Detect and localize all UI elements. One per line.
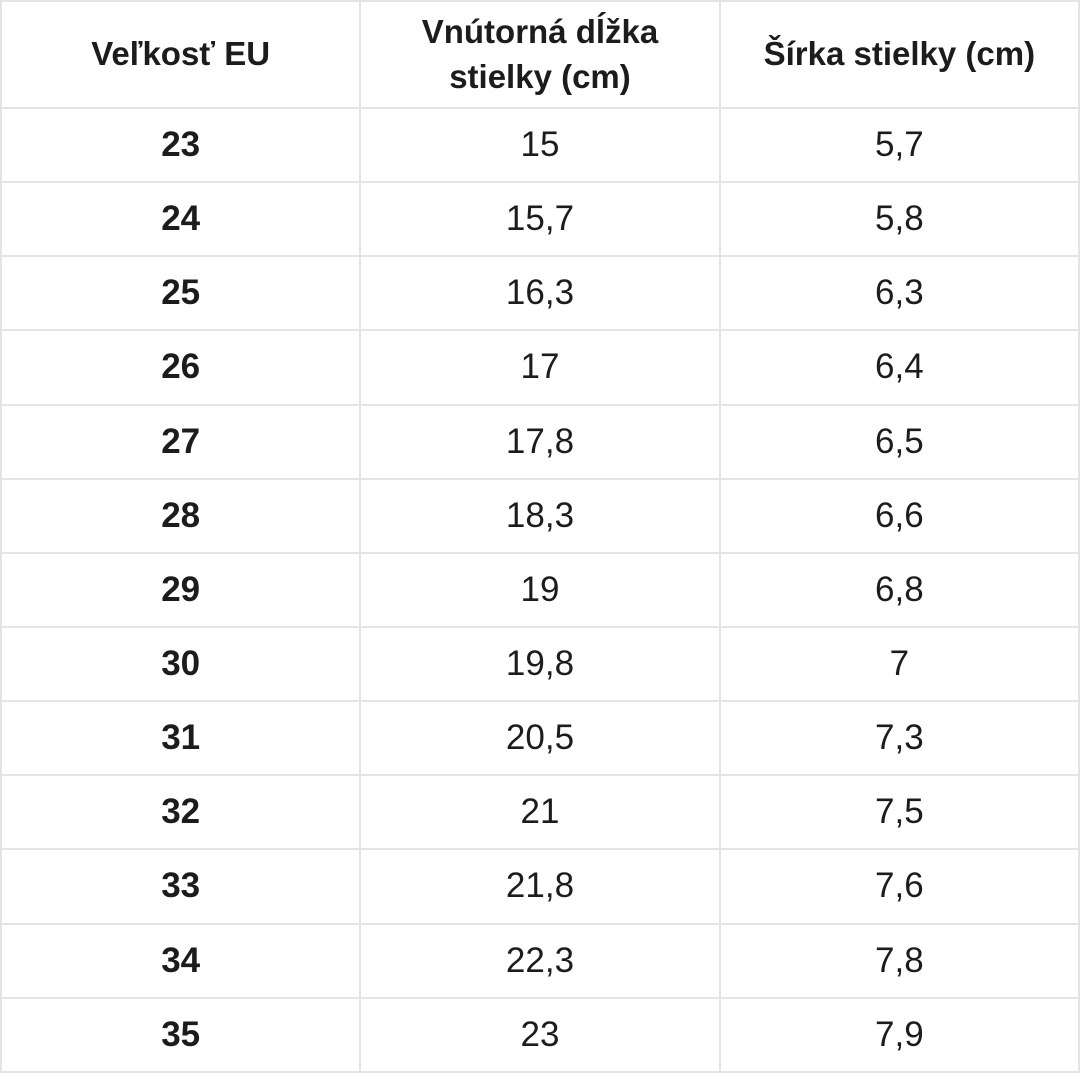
table-row: 33 21,8 7,6 — [0, 848, 1080, 925]
cell-insole-width: 7,6 — [718, 848, 1080, 925]
cell-inner-length: 18,3 — [359, 477, 721, 554]
table-row: 34 22,3 7,8 — [0, 922, 1080, 999]
cell-size-eu: 27 — [0, 403, 362, 480]
cell-inner-length: 17 — [359, 329, 721, 406]
table-row: 25 16,3 6,3 — [0, 255, 1080, 332]
cell-inner-length: 15 — [359, 106, 721, 184]
table-header: Veľkosť EU Vnútorná dĺžka stielky (cm) Š… — [0, 0, 1080, 109]
cell-size-eu: 29 — [0, 551, 362, 628]
cell-size-eu: 23 — [0, 106, 362, 184]
table-row: 27 17,8 6,5 — [0, 403, 1080, 480]
cell-inner-length: 15,7 — [359, 181, 721, 258]
cell-inner-length: 20,5 — [359, 700, 721, 777]
table-body: 23 15 5,7 24 15,7 5,8 25 16,3 6,3 26 17 6,4 27 17,8 6,… — [0, 106, 1080, 1074]
table-row: 24 15,7 5,8 — [0, 181, 1080, 258]
cell-size-eu: 28 — [0, 477, 362, 554]
cell-insole-width: 7,3 — [718, 700, 1080, 777]
cell-size-eu: 32 — [0, 774, 362, 851]
table-row: 26 17 6,4 — [0, 329, 1080, 406]
cell-insole-width: 7 — [718, 625, 1080, 703]
cell-insole-width: 6,3 — [718, 255, 1080, 332]
cell-insole-width: 6,8 — [718, 551, 1080, 628]
table-row: 29 19 6,8 — [0, 551, 1080, 628]
header-row: Veľkosť EU Vnútorná dĺžka stielky (cm) Š… — [0, 0, 1080, 109]
cell-inner-length: 19 — [359, 551, 721, 628]
cell-size-eu: 30 — [0, 625, 362, 703]
cell-insole-width: 5,8 — [718, 181, 1080, 258]
cell-size-eu: 33 — [0, 848, 362, 925]
cell-size-eu: 26 — [0, 329, 362, 406]
cell-size-eu: 25 — [0, 255, 362, 332]
cell-inner-length: 23 — [359, 996, 721, 1074]
cell-inner-length: 17,8 — [359, 403, 721, 480]
table-row: 31 20,5 7,3 — [0, 700, 1080, 777]
cell-size-eu: 31 — [0, 700, 362, 777]
cell-insole-width: 6,5 — [718, 403, 1080, 480]
cell-size-eu: 34 — [0, 922, 362, 999]
table-row: 23 15 5,7 — [0, 106, 1080, 184]
cell-inner-length: 22,3 — [359, 922, 721, 999]
header-insole-width: Šírka stielky (cm) — [718, 0, 1080, 109]
table-row: 30 19,8 7 — [0, 625, 1080, 703]
cell-size-eu: 35 — [0, 996, 362, 1074]
cell-insole-width: 7,5 — [718, 774, 1080, 851]
table-row: 32 21 7,5 — [0, 774, 1080, 851]
header-size-eu: Veľkosť EU — [0, 0, 362, 109]
cell-insole-width: 6,6 — [718, 477, 1080, 554]
table-row: 28 18,3 6,6 — [0, 477, 1080, 554]
cell-size-eu: 24 — [0, 181, 362, 258]
table-row: 35 23 7,9 — [0, 996, 1080, 1074]
cell-insole-width: 7,9 — [718, 996, 1080, 1074]
cell-inner-length: 21 — [359, 774, 721, 851]
cell-inner-length: 21,8 — [359, 848, 721, 925]
cell-inner-length: 19,8 — [359, 625, 721, 703]
header-inner-length: Vnútorná dĺžka stielky (cm) — [359, 0, 721, 109]
cell-insole-width: 7,8 — [718, 922, 1080, 999]
cell-insole-width: 5,7 — [718, 106, 1080, 184]
cell-inner-length: 16,3 — [359, 255, 721, 332]
cell-insole-width: 6,4 — [718, 329, 1080, 406]
